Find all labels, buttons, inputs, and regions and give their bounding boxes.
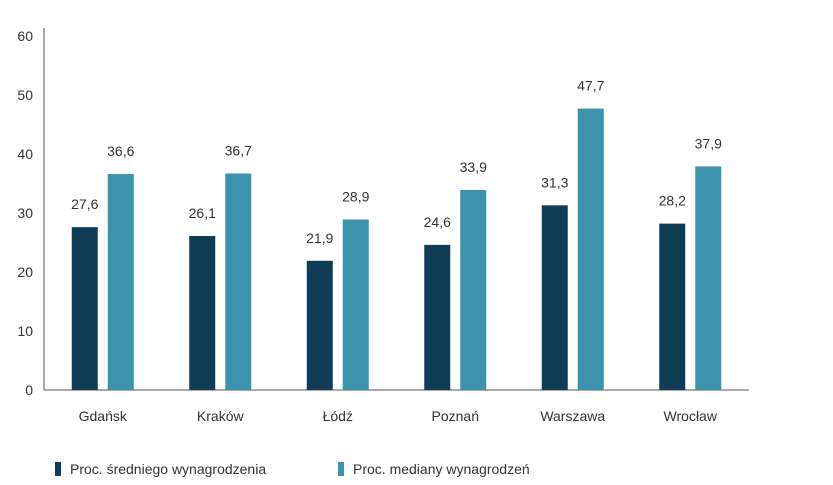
legend-swatch (338, 462, 344, 476)
y-tick-label: 0 (25, 382, 33, 398)
bar-series-1 (71, 227, 98, 390)
legend-label: Proc. średniego wynagrodzenia (70, 461, 266, 477)
bar-series-2 (577, 108, 604, 390)
x-category-label: Łódź (323, 408, 353, 424)
bar-series-2 (107, 174, 134, 390)
legend-swatch (55, 462, 61, 476)
bar-series-1 (659, 223, 686, 390)
y-tick-label: 50 (17, 87, 33, 103)
data-label: 26,1 (189, 205, 216, 221)
data-label: 31,3 (541, 174, 568, 190)
data-label: 33,9 (460, 159, 487, 175)
bar-series-2 (342, 219, 369, 390)
legend: Proc. średniego wynagrodzenia Proc. media… (55, 461, 530, 477)
x-category-label: Wrocław (664, 408, 718, 424)
bar-series-1 (189, 236, 216, 390)
y-tick-label: 20 (17, 264, 33, 280)
x-category-label: Poznań (432, 408, 479, 424)
y-tick-label: 40 (17, 146, 33, 162)
data-label: 21,9 (306, 230, 333, 246)
axes: 0 10 20 30 40 50 60 Gdańsk Kraków Łódź Poznań Warsz… (17, 28, 749, 424)
bar-series-1 (541, 205, 568, 390)
data-label: 28,2 (659, 193, 686, 209)
y-tick-label: 10 (17, 323, 33, 339)
x-category-label: Warszawa (540, 408, 605, 424)
bar-series-1 (306, 260, 333, 390)
data-labels: 27,6 26,1 21,9 24,6 31,3 28,2 36,6 36,7 28,9 33,9… (71, 78, 722, 246)
data-label: 36,7 (225, 142, 252, 158)
y-tick-label: 30 (17, 205, 33, 221)
data-label: 24,6 (424, 214, 451, 230)
y-tick-label: 60 (17, 28, 33, 44)
bar-series-2 (460, 189, 487, 390)
data-label: 37,9 (695, 135, 722, 151)
legend-label: Proc. mediany wynagrodzeń (353, 461, 530, 477)
data-label: 27,6 (71, 196, 98, 212)
x-category-label: Gdańsk (79, 408, 128, 424)
bar-series-1 (424, 244, 451, 390)
data-label: 36,6 (107, 143, 134, 159)
bar-series-2 (225, 173, 252, 390)
data-label: 28,9 (342, 188, 369, 204)
bars (71, 108, 722, 390)
bar-series-2 (695, 166, 722, 390)
x-category-label: Kraków (197, 408, 245, 424)
data-label: 47,7 (577, 78, 604, 94)
